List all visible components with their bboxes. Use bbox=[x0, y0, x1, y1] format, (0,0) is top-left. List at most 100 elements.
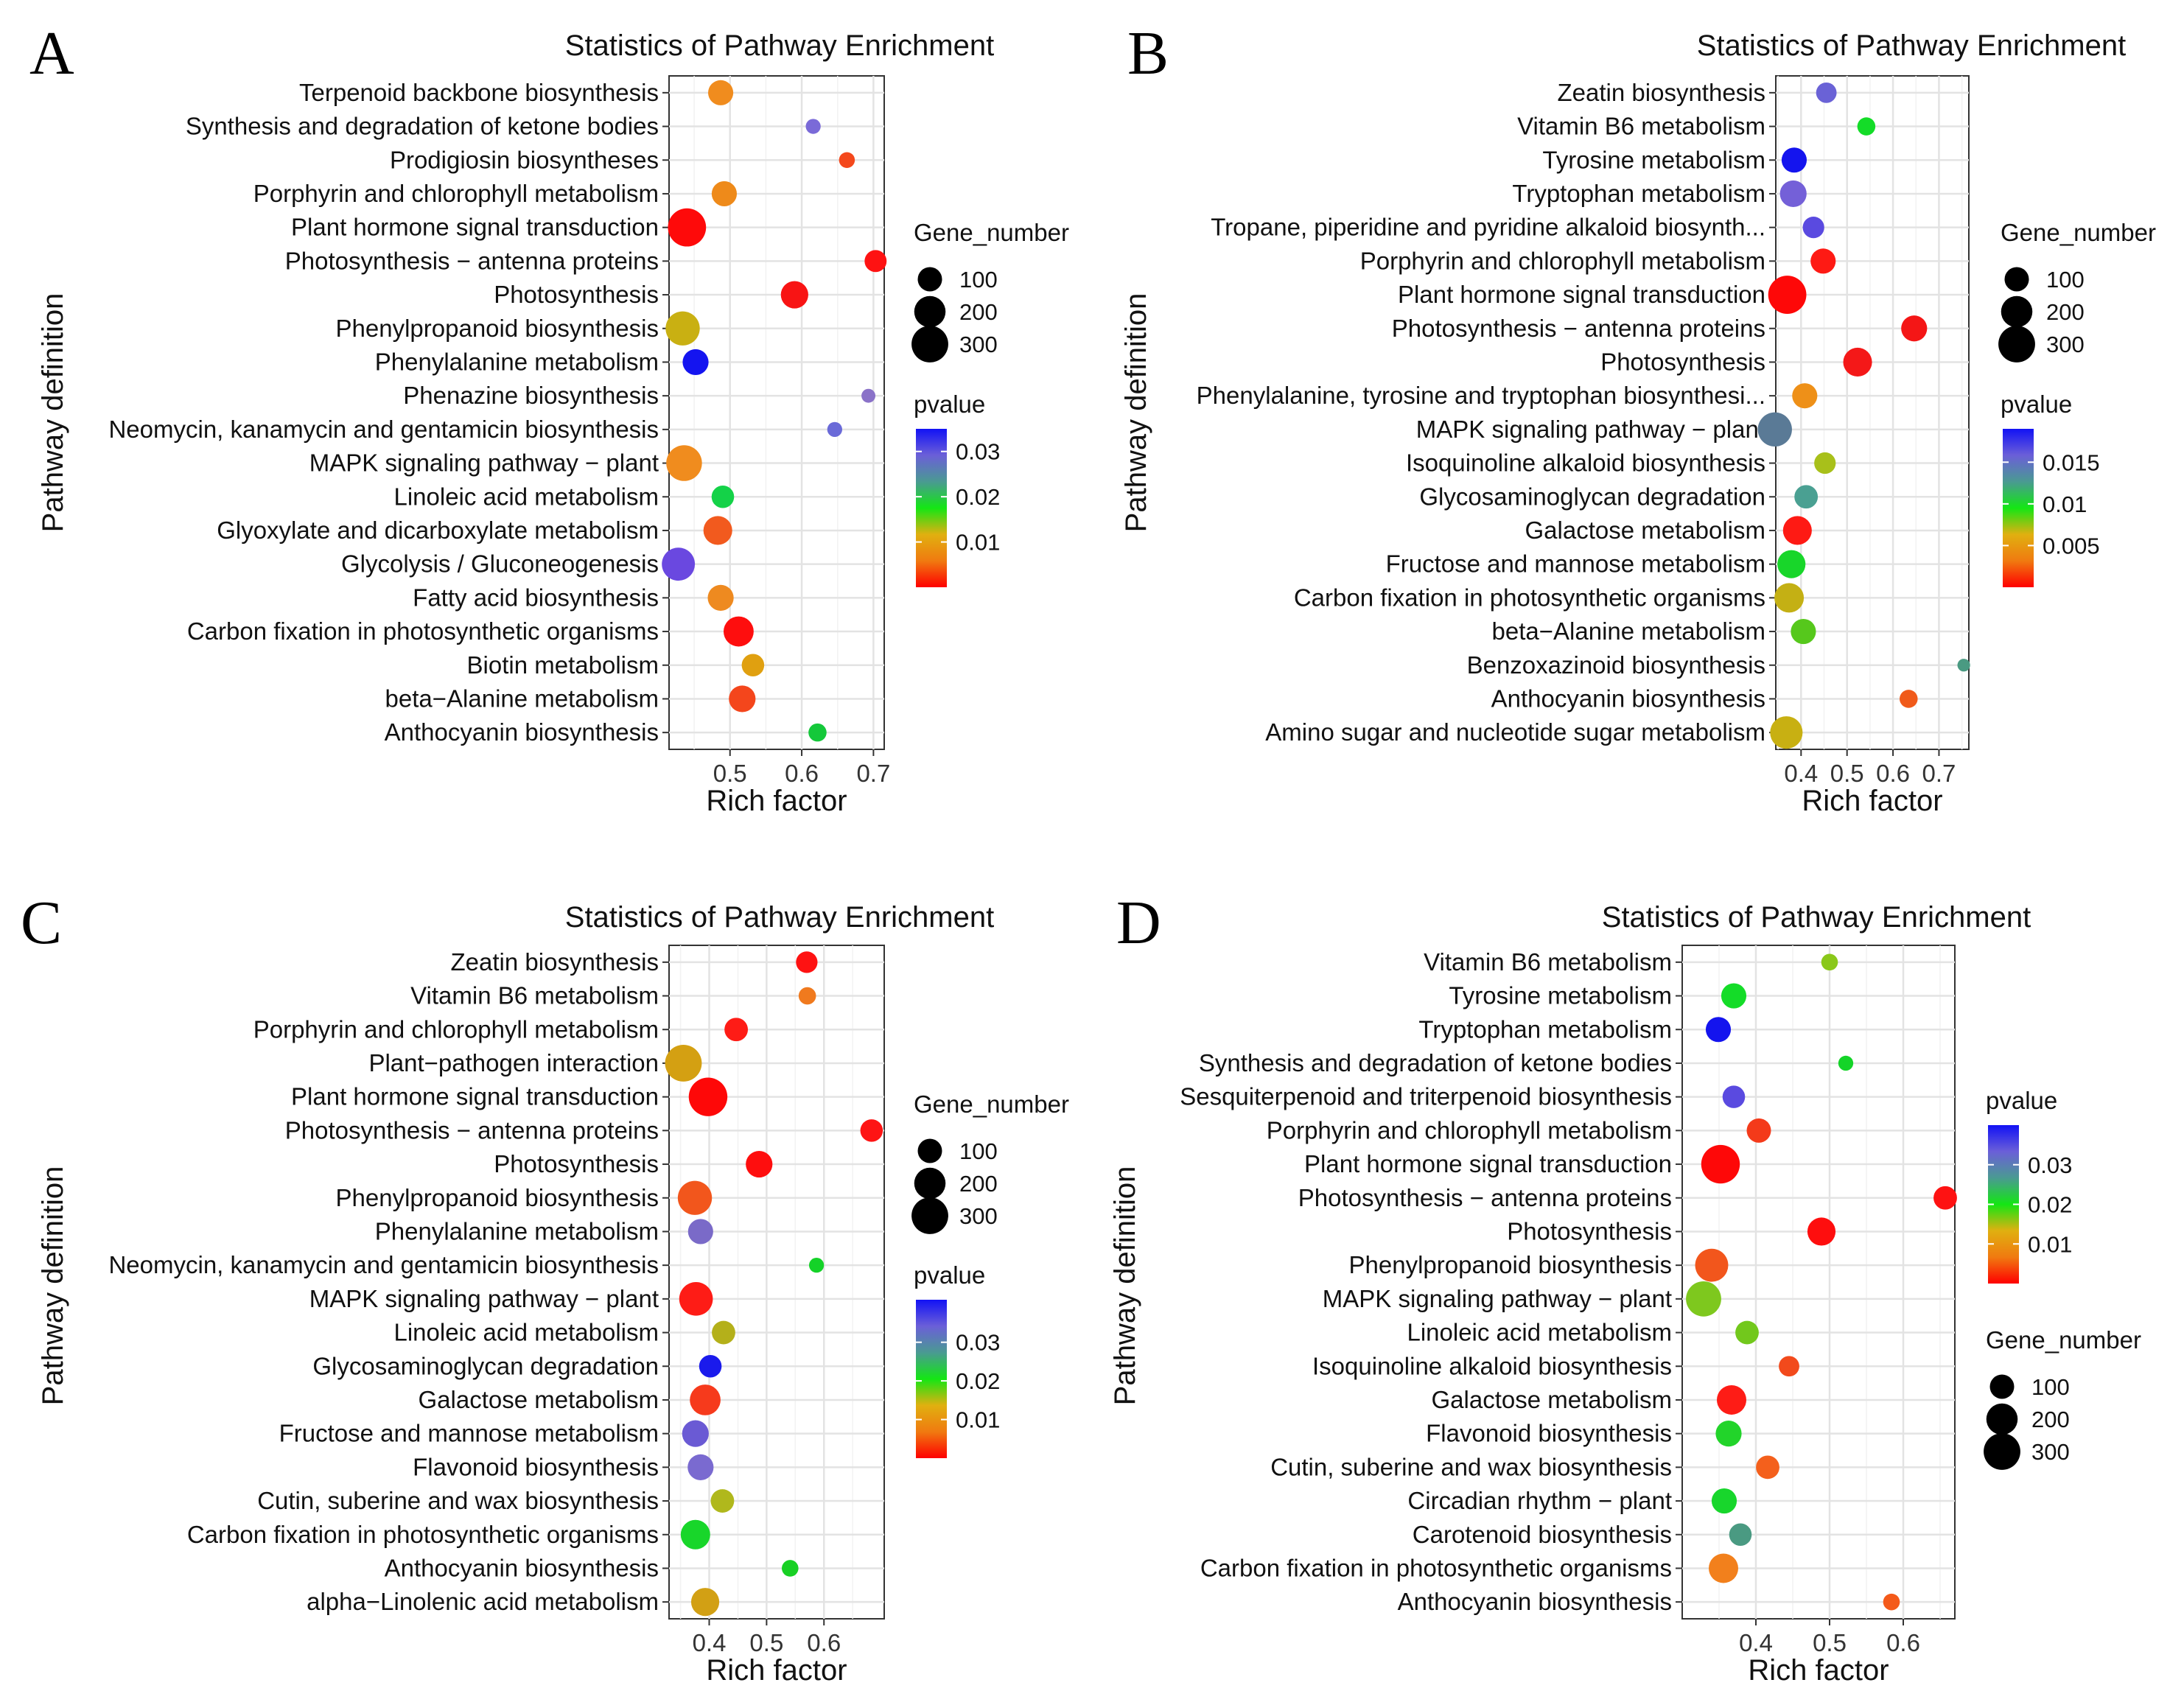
chart-title: Statistics of Pathway Enrichment bbox=[565, 29, 994, 62]
size-legend-dot bbox=[2001, 295, 2033, 328]
color-legend-value: 0.02 bbox=[2028, 1192, 2072, 1218]
size-legend-dot bbox=[914, 295, 946, 328]
size-legend-value: 300 bbox=[2046, 332, 2085, 357]
data-point bbox=[680, 1519, 710, 1550]
pathway-label: beta−Alanine metabolism bbox=[385, 685, 659, 712]
size-legend-dot bbox=[917, 1138, 942, 1163]
size-legend: Gene_number 100 200 300 bbox=[911, 219, 1069, 363]
size-legend-value: 300 bbox=[2031, 1439, 2070, 1465]
pathway-label: Zeatin biosynthesis bbox=[1558, 79, 1765, 106]
panel-d: D Statistics of Pathway Enrichment Vitamin… bbox=[1109, 889, 2141, 1687]
x-tick-label: 0.4 bbox=[1784, 760, 1818, 787]
color-legend-title: pvalue bbox=[2001, 391, 2072, 418]
pathway-label: Photosynthesis bbox=[1507, 1217, 1672, 1244]
data-point bbox=[1686, 1281, 1721, 1317]
data-point bbox=[665, 311, 700, 346]
data-point bbox=[1770, 716, 1803, 749]
data-point bbox=[808, 1258, 825, 1273]
pathway-label: Photosynthesis − antenna proteins bbox=[285, 1116, 659, 1144]
data-points bbox=[1757, 82, 1970, 749]
pathway-label: Porphyrin and chlorophyll metabolism bbox=[253, 180, 659, 207]
data-point bbox=[1933, 1186, 1957, 1210]
panel-c: C Statistics of Pathway Enrichment Zeatin … bbox=[21, 889, 1069, 1687]
color-legend-bar bbox=[916, 1300, 947, 1458]
size-legend: Gene_number 100 200 300 bbox=[1998, 219, 2156, 363]
pathway-label: Plant−pathogen interaction bbox=[368, 1049, 659, 1076]
pathway-label: Linoleic acid metabolism bbox=[393, 483, 659, 510]
pathway-label: Phenylpropanoid biosynthesis bbox=[336, 315, 659, 342]
pathway-label: Synthesis and degradation of ketone bodi… bbox=[1199, 1049, 1672, 1076]
data-point bbox=[1843, 347, 1872, 377]
data-point bbox=[1709, 1553, 1738, 1583]
size-legend-title: Gene_number bbox=[1986, 1326, 2141, 1354]
pathway-label: Vitamin B6 metabolism bbox=[1424, 948, 1672, 976]
x-tick-label: 0.4 bbox=[1739, 1629, 1773, 1656]
pathway-label: Photosynthesis bbox=[1600, 348, 1765, 375]
size-legend-value: 100 bbox=[959, 267, 998, 293]
pathway-label: Galactose metabolism bbox=[1525, 517, 1765, 544]
pathway-label: Carbon fixation in photosynthetic organi… bbox=[1294, 584, 1765, 611]
data-point bbox=[729, 685, 756, 713]
pathway-label: Amino sugar and nucleotide sugar metabol… bbox=[1265, 718, 1765, 746]
pathway-label: Flavonoid biosynthesis bbox=[1426, 1420, 1672, 1447]
color-legend: pvalue 0.03 0.02 0.01 bbox=[1986, 1087, 2072, 1284]
size-legend-value: 200 bbox=[959, 1171, 998, 1197]
data-point bbox=[1883, 1593, 1900, 1611]
data-points bbox=[665, 951, 883, 1617]
x-tick-label: 0.6 bbox=[807, 1629, 841, 1656]
pathway-label: Tyrosine metabolism bbox=[1449, 982, 1672, 1009]
pathway-label: Photosynthesis bbox=[494, 1150, 659, 1177]
data-point bbox=[668, 208, 707, 247]
pathway-label: Anthocyanin biosynthesis bbox=[1491, 685, 1765, 712]
data-point bbox=[710, 1489, 735, 1513]
data-point bbox=[1802, 217, 1824, 239]
data-point bbox=[1791, 618, 1816, 645]
data-point bbox=[1792, 383, 1818, 409]
pathway-label: MAPK signaling pathway − plant bbox=[1323, 1285, 1672, 1312]
color-legend-bar bbox=[2003, 429, 2034, 587]
data-point bbox=[827, 421, 842, 437]
panel-letter: B bbox=[1127, 19, 1169, 88]
pathway-label: Biotin metabolism bbox=[467, 651, 659, 679]
pathway-label: Photosynthesis − antenna proteins bbox=[1392, 315, 1765, 342]
pathway-label: alpha−Linolenic acid metabolism bbox=[307, 1588, 659, 1615]
data-point bbox=[682, 349, 709, 376]
pathway-label: Carbon fixation in photosynthetic organi… bbox=[187, 1521, 659, 1548]
data-point bbox=[1735, 1320, 1759, 1345]
color-legend-title: pvalue bbox=[914, 391, 985, 418]
pathway-label: Fructose and mannose metabolism bbox=[279, 1420, 659, 1447]
pathway-label: Phenylpropanoid biosynthesis bbox=[1349, 1251, 1672, 1278]
color-legend-value: 0.03 bbox=[956, 1330, 1000, 1356]
color-legend-value: 0.005 bbox=[2043, 533, 2100, 559]
data-point bbox=[1781, 147, 1807, 173]
data-point bbox=[687, 1454, 714, 1480]
pathway-label: Tryptophan metabolism bbox=[1418, 1015, 1672, 1043]
pathway-label: MAPK signaling pathway − plant bbox=[309, 1285, 659, 1312]
pathway-label: Anthocyanin biosynthesis bbox=[385, 1554, 659, 1581]
data-point bbox=[1701, 1144, 1740, 1184]
data-point bbox=[1756, 1455, 1779, 1480]
size-legend-title: Gene_number bbox=[914, 1090, 1069, 1118]
data-point bbox=[711, 485, 735, 508]
pathway-label: Porphyrin and chlorophyll metabolism bbox=[1360, 247, 1765, 274]
data-point bbox=[1810, 248, 1836, 274]
pathway-label: Plant hormone signal transduction bbox=[291, 1083, 659, 1110]
data-point bbox=[1774, 583, 1805, 613]
data-point bbox=[1957, 659, 1970, 672]
pathway-label: MAPK signaling pathway − plant bbox=[309, 449, 659, 477]
panel-letter: C bbox=[21, 889, 62, 957]
pathway-label: Zeatin biosynthesis bbox=[451, 948, 659, 976]
color-legend-value: 0.02 bbox=[956, 1368, 1000, 1394]
pathway-label: MAPK signaling pathway − plant bbox=[1416, 416, 1765, 443]
size-legend-dot bbox=[1998, 326, 2035, 363]
data-point bbox=[703, 516, 732, 545]
pathway-label: Circadian rhythm − plant bbox=[1407, 1487, 1672, 1514]
pathway-label: Glyoxylate and dicarboxylate metabolism bbox=[217, 517, 659, 544]
pathway-label: Linoleic acid metabolism bbox=[1407, 1319, 1672, 1346]
pathway-label: Plant hormone signal transduction bbox=[1304, 1150, 1672, 1177]
pathway-label: Benzoxazinoid biosynthesis bbox=[1467, 651, 1765, 679]
data-point bbox=[1746, 1118, 1771, 1143]
data-point bbox=[1721, 983, 1747, 1009]
data-point bbox=[1779, 1356, 1799, 1377]
